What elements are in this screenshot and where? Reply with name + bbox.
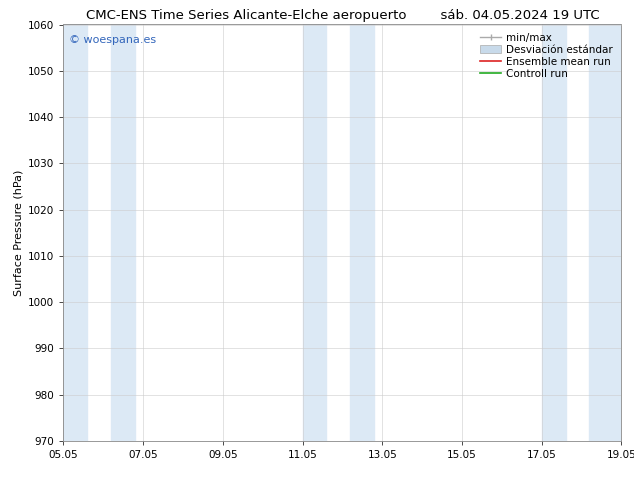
Text: © woespana.es: © woespana.es: [69, 35, 156, 45]
Bar: [111, 24, 135, 441]
Bar: [351, 24, 374, 441]
Bar: [302, 24, 327, 441]
Bar: [63, 24, 87, 441]
Legend: min/max, Desviación estándar, Ensemble mean run, Controll run: min/max, Desviación estándar, Ensemble m…: [477, 30, 616, 82]
Title: CMC-ENS Time Series Alicante-Elche aeropuerto        sáb. 04.05.2024 19 UTC: CMC-ENS Time Series Alicante-Elche aerop…: [86, 9, 599, 22]
Bar: [590, 24, 621, 441]
Y-axis label: Surface Pressure (hPa): Surface Pressure (hPa): [14, 170, 24, 296]
Bar: [541, 24, 566, 441]
